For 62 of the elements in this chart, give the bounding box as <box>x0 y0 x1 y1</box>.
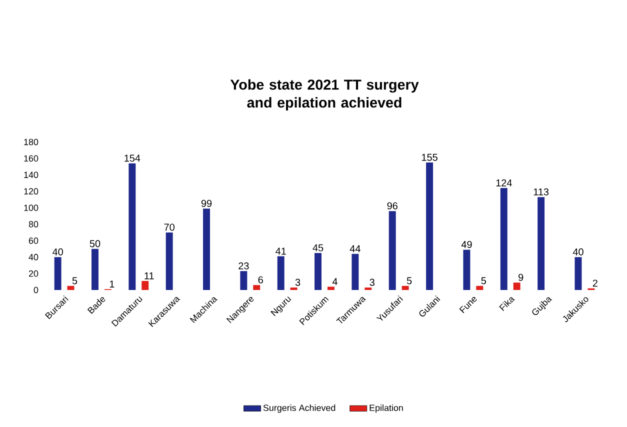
bar <box>277 256 284 290</box>
data-label: 49 <box>461 240 472 248</box>
y-tick-label: 140 <box>24 172 38 178</box>
bar <box>426 162 434 290</box>
data-label: 40 <box>572 248 584 256</box>
data-label: 5 <box>406 277 412 284</box>
bar <box>253 285 260 290</box>
bar <box>67 286 74 290</box>
bar <box>92 248 98 290</box>
y-tick-label: 0 <box>34 286 38 294</box>
bar <box>203 208 210 290</box>
data-label: 6 <box>258 276 263 284</box>
chart-title: Yobe state 2021 TT surgery and epilation achieved <box>230 79 419 111</box>
data-label: 11 <box>144 272 154 280</box>
bar <box>166 232 173 290</box>
bar <box>574 257 582 290</box>
data-label: 4 <box>332 278 338 286</box>
data-label: 41 <box>276 248 286 255</box>
data-label: 23 <box>238 262 249 270</box>
data-label: 124 <box>496 179 512 186</box>
y-tick-label: 160 <box>24 155 38 162</box>
bar <box>538 197 545 290</box>
data-label: 155 <box>422 154 438 161</box>
bar <box>314 253 322 290</box>
y-tick-label: 20 <box>28 270 38 277</box>
bar <box>500 188 508 290</box>
data-label: 154 <box>124 154 140 162</box>
data-label: 5 <box>481 277 486 284</box>
bar <box>327 286 334 290</box>
data-label: 99 <box>201 200 212 207</box>
bar <box>142 280 149 290</box>
bar <box>128 163 136 290</box>
y-tick-label: 80 <box>28 221 38 228</box>
data-label: 9 <box>518 274 524 281</box>
data-label: 45 <box>312 244 324 252</box>
y-tick-label: 40 <box>28 254 38 260</box>
y-tick-label: 60 <box>28 237 38 244</box>
data-label: 50 <box>90 240 100 248</box>
bar <box>476 286 484 290</box>
data-label: 70 <box>164 224 174 231</box>
legend-label: Surgeris Achieved <box>263 404 336 413</box>
y-tick-label: 180 <box>24 138 38 146</box>
x-tick-label: Fika <box>499 297 515 312</box>
bar <box>352 254 359 290</box>
bar <box>240 271 248 290</box>
data-label: 1 <box>110 280 114 288</box>
data-label: 40 <box>52 248 63 256</box>
y-tick-label: 120 <box>24 188 38 195</box>
bar <box>463 250 470 290</box>
data-label: 113 <box>534 188 549 196</box>
data-label: 44 <box>350 245 360 252</box>
data-label: 3 <box>370 278 374 286</box>
bar <box>388 211 396 290</box>
data-label: 3 <box>295 278 300 286</box>
data-label: 2 <box>592 280 598 287</box>
y-tick-label: 100 <box>24 204 38 211</box>
bar <box>513 282 520 290</box>
data-label: 96 <box>387 202 398 210</box>
bar <box>54 257 62 290</box>
legend-label: Epilation <box>370 404 403 413</box>
data-label: 5 <box>72 277 78 284</box>
bar <box>402 286 409 290</box>
